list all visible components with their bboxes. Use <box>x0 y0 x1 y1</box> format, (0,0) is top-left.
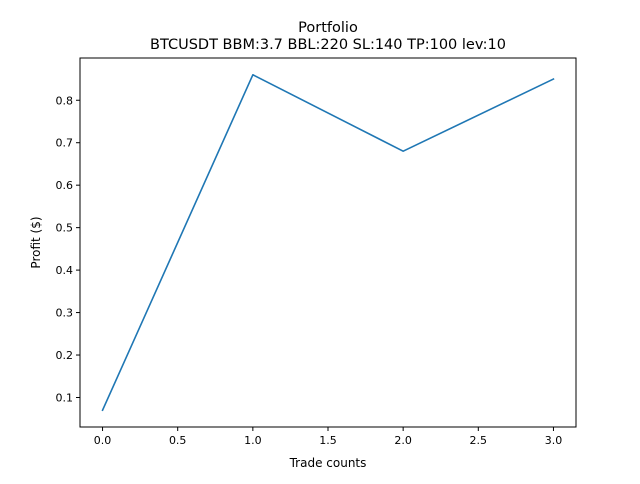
profit-series-line <box>101 73 555 412</box>
y-tick-label: 0.3 <box>56 307 74 320</box>
x-tick-label: 3.0 <box>545 434 563 447</box>
y-tick-label: 0.1 <box>56 391 74 404</box>
x-tick-label: 1.5 <box>319 434 337 447</box>
x-tick-label: 2.0 <box>394 434 412 447</box>
plot-area-frame <box>79 57 577 428</box>
y-tick-label: 0.4 <box>56 264 74 277</box>
y-tick-label: 0.7 <box>56 137 74 150</box>
chart-subtitle: BTCUSDT BBM:3.7 BBL:220 SL:140 TP:100 le… <box>150 37 506 53</box>
y-tick-label: 0.2 <box>56 349 74 362</box>
x-tick-label: 0.5 <box>169 434 187 447</box>
y-axis-label: Profit ($) <box>29 216 43 268</box>
y-tick-label: 0.6 <box>56 179 74 192</box>
chart-title: Portfolio <box>298 20 358 36</box>
x-axis-label: Trade counts <box>289 456 367 470</box>
y-tick-label: 0.8 <box>56 94 74 107</box>
x-tick-label: 2.5 <box>470 434 488 447</box>
y-tick-label: 0.5 <box>56 222 74 235</box>
x-tick-label: 0.0 <box>94 434 112 447</box>
x-tick-label: 1.0 <box>244 434 262 447</box>
